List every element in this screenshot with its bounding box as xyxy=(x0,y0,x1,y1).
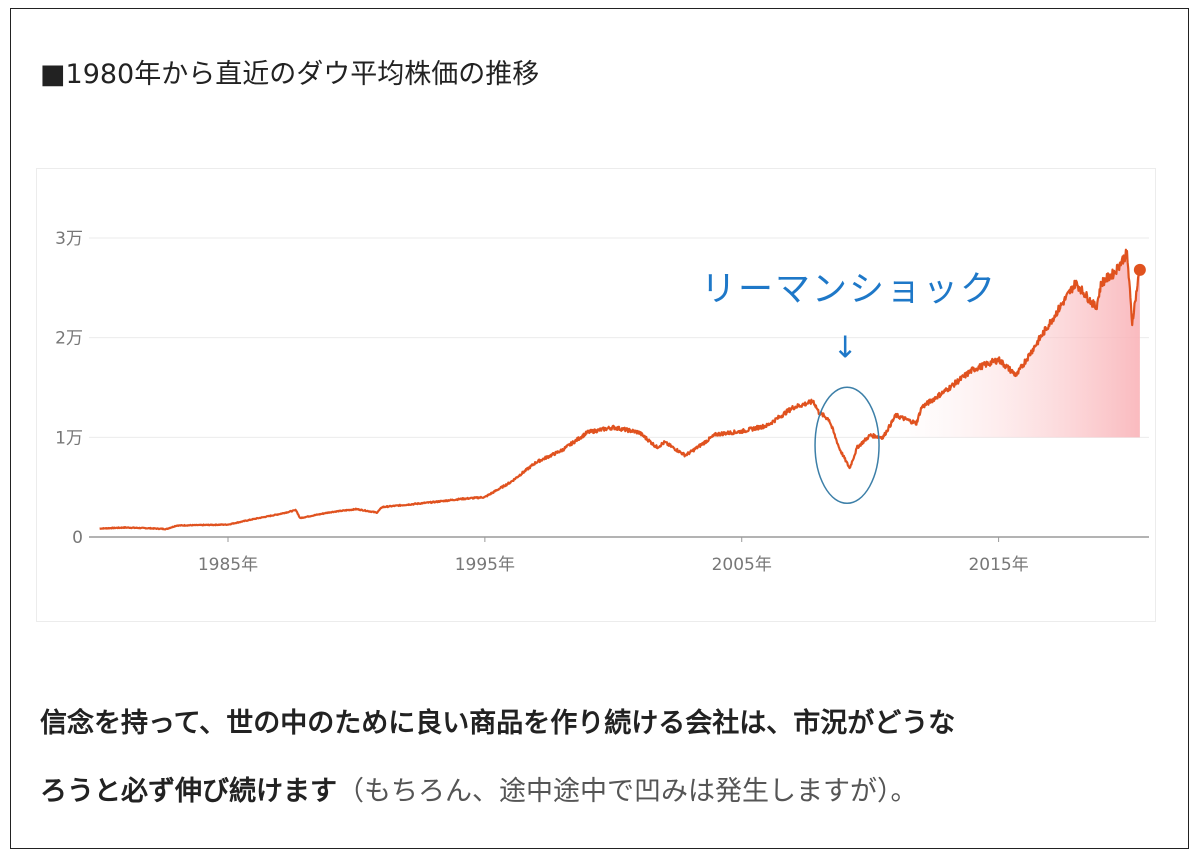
dow-price-chart: 0 1万 2万 3万 1985年 1995年 2005年 2015年 ↓ リーマンショック xyxy=(37,169,1157,623)
x-tick-label: 1985年 xyxy=(198,555,258,575)
endpoint-marker xyxy=(1134,264,1146,276)
body-aside: （もちろん、途中途中で凹みは発生しますが）。 xyxy=(337,776,918,807)
y-tick-label: 2万 xyxy=(55,329,83,349)
body-paragraph: 信念を持って、世の中のために良い商品を作り続ける会社は、市況がどうな ろうと必ず… xyxy=(40,690,1170,826)
annotation-arrow: ↓ xyxy=(832,330,857,365)
body-bold-line-2: ろうと必ず伸び続けます xyxy=(40,776,337,807)
annotation-circle xyxy=(815,387,879,503)
page-heading: ■1980年から直近のダウ平均株価の推移 xyxy=(40,52,539,91)
y-tick-label: 3万 xyxy=(55,229,83,249)
x-tick-label: 2005年 xyxy=(712,555,772,575)
annotation-label: リーマンショック xyxy=(701,270,997,310)
y-tick-label: 0 xyxy=(72,528,83,548)
x-tick-label: 2015年 xyxy=(968,555,1028,575)
y-tick-label: 1万 xyxy=(55,428,83,448)
x-tick-label: 1995年 xyxy=(455,555,515,575)
chart-card: 0 1万 2万 3万 1985年 1995年 2005年 2015年 ↓ リーマンショック xyxy=(36,168,1156,622)
body-bold-line-1: 信念を持って、世の中のために良い商品を作り続ける会社は、市況がどうな xyxy=(40,708,955,739)
